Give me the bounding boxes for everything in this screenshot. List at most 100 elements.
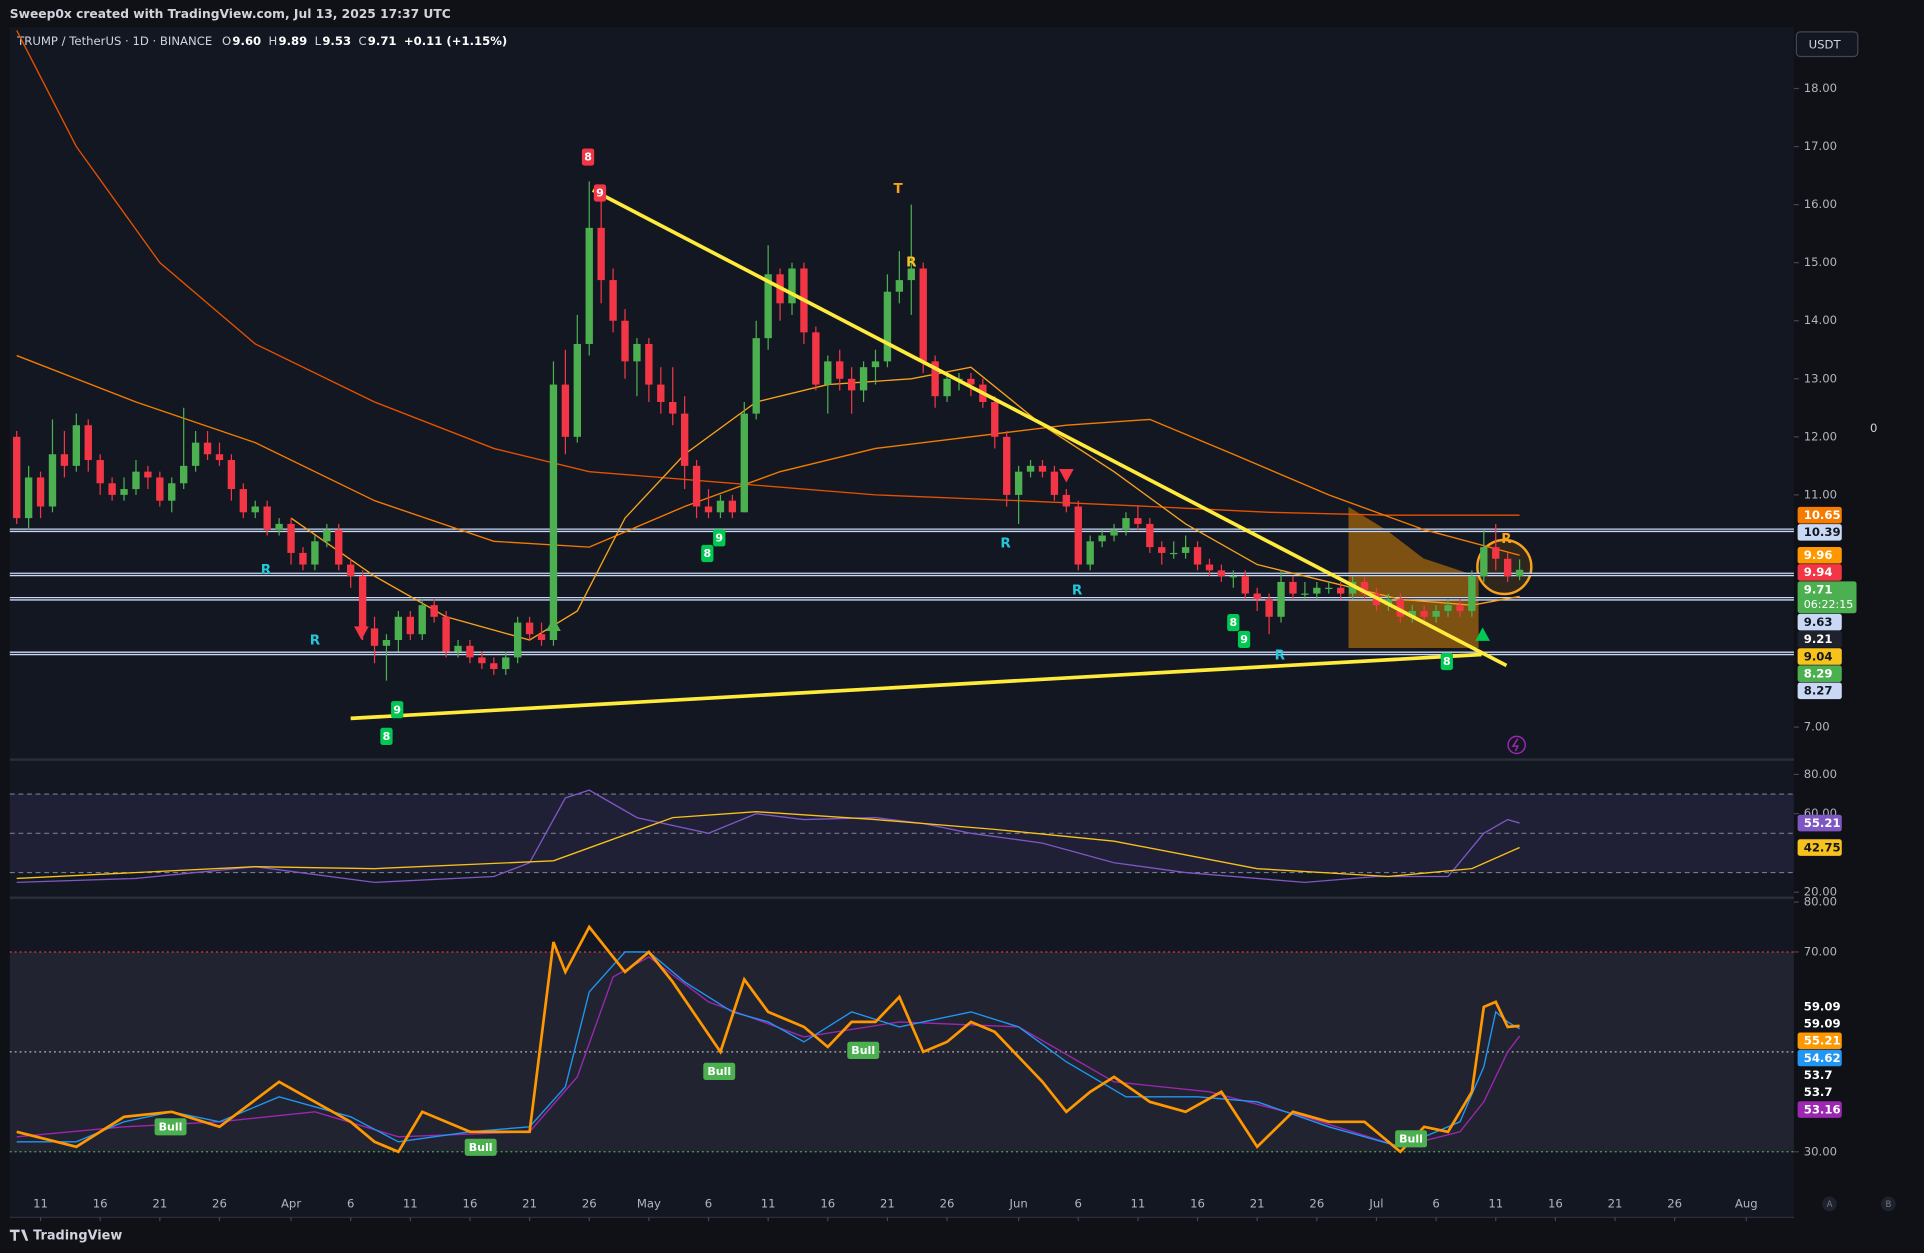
currency[interactable]: USDT [1809, 37, 1842, 51]
brand-logo [9, 1229, 29, 1241]
candle-body [454, 645, 462, 652]
price-tag-label: 53.7 [1804, 1068, 1833, 1082]
candle-body [251, 506, 259, 513]
candle-body [203, 442, 212, 455]
currency-button[interactable] [1795, 31, 1859, 58]
ohlc-value: 9.71 [368, 34, 397, 48]
price-tag-label: 53.7 [1804, 1085, 1833, 1099]
price-tag-label: 8.29 [1804, 666, 1833, 680]
symbol: TRUMP / TetherUS · 1D · BINANCE [16, 34, 212, 48]
annotation: Bull [851, 1044, 875, 1057]
candle-body [1277, 581, 1285, 617]
y-tick-label: 11.00 [1804, 487, 1837, 501]
candle-body [36, 477, 45, 507]
candle-body [84, 425, 92, 461]
candle-body [836, 361, 844, 379]
candle-body [1456, 605, 1464, 611]
y-tick-label: 18.00 [1804, 81, 1837, 95]
candle-body [907, 268, 915, 281]
candle-body [346, 564, 355, 577]
event-icon[interactable] [1507, 735, 1526, 755]
ohlc-key: O [222, 34, 231, 48]
candle-body [561, 384, 570, 437]
price-tag [1797, 998, 1842, 1015]
price-tag [1797, 631, 1842, 648]
y-tick-label: 16.00 [1804, 197, 1837, 211]
x-tick-label: 21 [1250, 1196, 1265, 1210]
axis-button[interactable] [1881, 1196, 1896, 1212]
candle-body [394, 616, 403, 641]
candle-body [704, 506, 713, 513]
price-tag [1797, 814, 1842, 832]
candle-body [275, 523, 283, 530]
price-tag [1797, 1049, 1842, 1067]
y-tick-label: 7.00 [1804, 720, 1830, 734]
side-value: 0 [1870, 421, 1877, 435]
candle-body [1038, 465, 1047, 472]
candle-body [633, 343, 641, 362]
annotation: R [1501, 531, 1512, 547]
annotation-box [391, 701, 404, 719]
price-tag-label: 55.21 [1804, 1034, 1841, 1048]
price-tag-label: 59.09 [1804, 1016, 1841, 1030]
annotation: R [310, 633, 321, 649]
axis-button-label[interactable]: A [1827, 1200, 1833, 1210]
price-tag [1797, 564, 1842, 581]
axis-button[interactable] [1822, 1196, 1837, 1212]
x-tick-label: 6 [347, 1196, 354, 1210]
line-series [16, 951, 1520, 1148]
candle-body [1170, 552, 1178, 555]
annotation: Bull [707, 1065, 731, 1078]
candle-body [883, 291, 892, 362]
candle-body [812, 332, 820, 385]
price-tag-label: 9.04 [1804, 649, 1833, 663]
price-tag-label: 53.16 [1804, 1102, 1841, 1116]
signal-marker [354, 626, 369, 640]
x-tick-label: 16 [463, 1196, 478, 1210]
candle-body [1420, 610, 1428, 617]
candle-body [1229, 576, 1238, 578]
candle-body [1205, 564, 1214, 571]
candle-body [1062, 494, 1071, 507]
candle-body [335, 529, 343, 565]
annotation-box [464, 1138, 497, 1156]
ohlc-key: H [269, 34, 278, 48]
candle-body [871, 361, 880, 368]
x-tick-label: 21 [1608, 1196, 1623, 1210]
annotation: 8 [383, 730, 391, 743]
axis-button-label[interactable]: B [1885, 1200, 1891, 1210]
x-tick-label: 16 [93, 1196, 108, 1210]
price-tag [1797, 1101, 1842, 1118]
x-tick-label: 21 [880, 1196, 895, 1210]
annotation: Bull [159, 1120, 183, 1133]
price-tag [1797, 1084, 1842, 1101]
annotation: R [1275, 648, 1286, 664]
annotation-box [581, 148, 595, 166]
annotation: R [906, 255, 917, 271]
candle-body [740, 413, 748, 513]
candle-body [585, 227, 593, 344]
candle-body [931, 361, 939, 397]
trendline [350, 652, 1482, 721]
annotation: 8 [584, 151, 592, 164]
candle-body [1301, 593, 1309, 595]
y-tick-label: 30.00 [1804, 1144, 1837, 1158]
candle-body [215, 454, 224, 461]
y-tick-label: 80.00 [1804, 895, 1837, 909]
candle-body [991, 402, 999, 437]
candle-body [1158, 547, 1166, 553]
annotation-box [593, 184, 607, 202]
x-tick-label: 21 [152, 1196, 167, 1210]
candle-body [680, 413, 689, 466]
x-tick-label: 26 [940, 1196, 955, 1210]
price-tag [1797, 524, 1842, 541]
y-tick-label: 13.00 [1804, 371, 1837, 385]
price-tag [1797, 682, 1842, 700]
price-tag-label: 10.65 [1804, 508, 1841, 522]
candle-body [1336, 587, 1345, 594]
candle-body [1098, 535, 1106, 542]
price-tag [1797, 1066, 1842, 1084]
candle-body [609, 280, 617, 321]
candle-body [597, 227, 605, 281]
